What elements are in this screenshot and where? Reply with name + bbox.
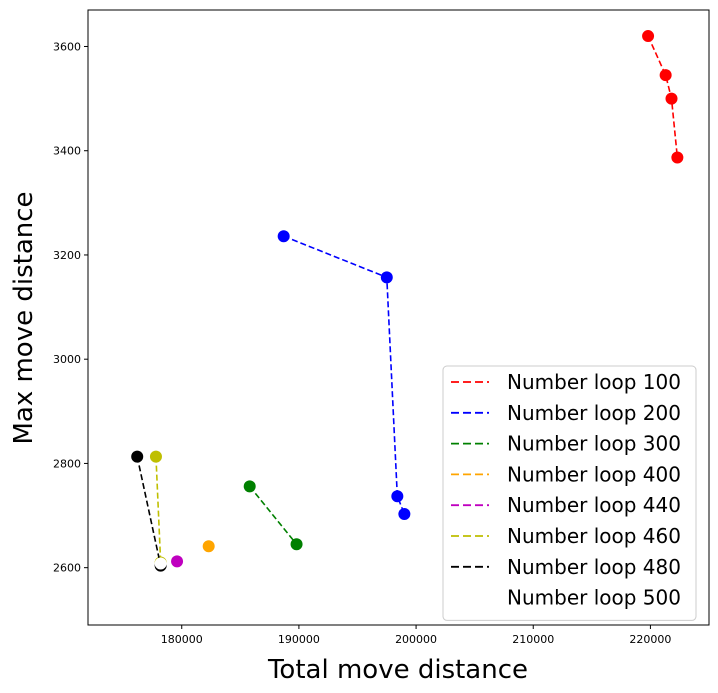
- legend-label: Number loop 300: [507, 432, 681, 456]
- y-tick-label: 3400: [53, 145, 81, 158]
- series-group: [277, 230, 411, 520]
- legend-label: Number loop 480: [507, 555, 681, 579]
- legend-label: Number loop 440: [507, 493, 681, 517]
- series-line: [136, 456, 162, 566]
- y-axis: 2600 2800 3000 3200 3400 3600: [53, 40, 88, 575]
- data-point: [391, 490, 404, 503]
- x-tick-label: 200000: [395, 633, 437, 646]
- series-group: [642, 30, 684, 164]
- legend-label: Number loop 500: [507, 586, 681, 610]
- y-tick-label: 2800: [53, 457, 81, 470]
- legend-label: Number loop 400: [507, 462, 681, 486]
- data-point: [398, 507, 411, 520]
- series-line: [249, 485, 298, 545]
- legend-label: Number loop 100: [507, 370, 681, 394]
- data-point: [131, 450, 144, 463]
- data-point: [671, 151, 684, 164]
- y-tick-label: 3000: [53, 353, 81, 366]
- series-group: [154, 557, 167, 570]
- data-point: [380, 271, 393, 284]
- y-tick-label: 3200: [53, 249, 81, 262]
- series-group: [243, 480, 303, 551]
- series-group: [149, 450, 167, 569]
- legend-label: Number loop 200: [507, 401, 681, 425]
- plot-marks: [131, 30, 684, 572]
- series-line: [647, 35, 679, 158]
- x-axis: 180000 190000 200000 210000 220000: [161, 625, 671, 646]
- x-tick-label: 210000: [512, 633, 554, 646]
- data-point: [243, 480, 256, 493]
- x-tick-label: 220000: [629, 633, 671, 646]
- data-point: [171, 555, 184, 568]
- data-point: [642, 30, 655, 43]
- data-point: [154, 557, 167, 570]
- series-group: [171, 555, 184, 568]
- data-point: [277, 230, 290, 243]
- data-point: [665, 92, 678, 105]
- legend-label: Number loop 460: [507, 524, 681, 548]
- series-group: [202, 540, 215, 553]
- x-axis-title: Total move distance: [267, 655, 528, 685]
- data-point: [149, 450, 162, 463]
- series-group: [131, 450, 167, 572]
- y-axis-title: Max move distance: [9, 191, 39, 444]
- data-point: [290, 538, 303, 551]
- y-tick-label: 3600: [53, 40, 81, 53]
- series-line: [283, 235, 406, 515]
- plot-frame: [87, 9, 710, 626]
- x-tick-label: 180000: [161, 633, 203, 646]
- y-tick-label: 2600: [53, 562, 81, 575]
- legend-box: [442, 365, 697, 621]
- legend: Number loop 100 Number loop 200 Number loo…: [442, 365, 697, 621]
- data-point: [659, 69, 672, 82]
- x-tick-label: 190000: [278, 633, 320, 646]
- data-point: [202, 540, 215, 553]
